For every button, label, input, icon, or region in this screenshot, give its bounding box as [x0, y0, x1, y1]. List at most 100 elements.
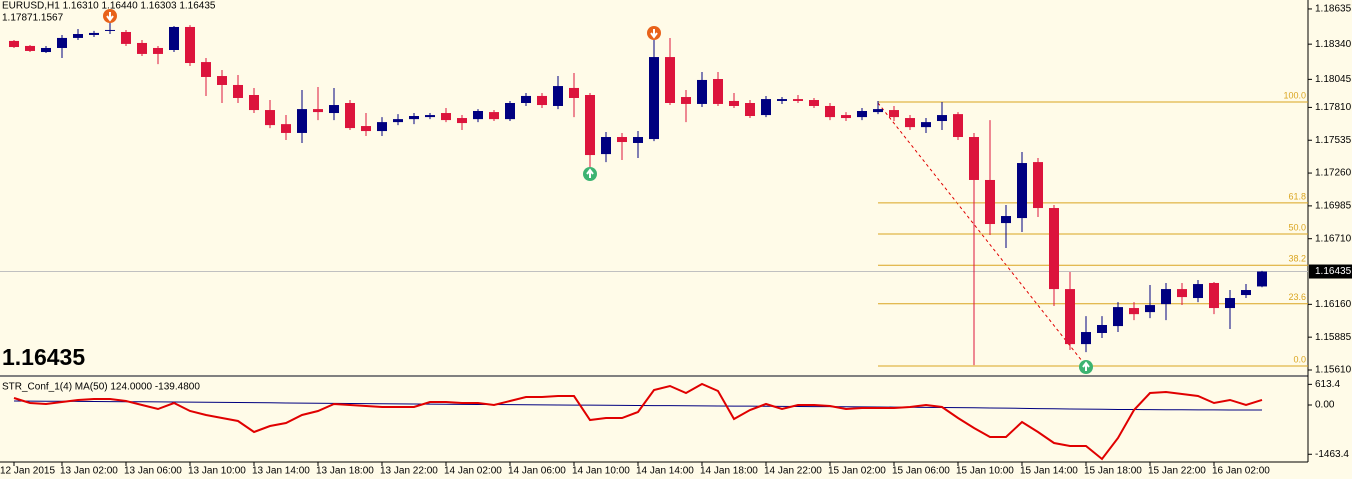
x-tick-label: 12 Jan 2015	[0, 466, 55, 477]
y-tick-label: 1.16160	[1315, 299, 1352, 310]
candle-body	[73, 34, 83, 38]
candle-body	[1033, 162, 1043, 209]
y-tick-label: 1.18045	[1315, 74, 1352, 85]
y-tick-label: 1.18635	[1315, 4, 1352, 15]
y-tick-label: 1.16985	[1315, 201, 1352, 212]
signal-arrow-up	[1079, 360, 1093, 374]
y-tick-label: 613.4	[1315, 379, 1340, 390]
candle-body	[1161, 289, 1171, 305]
chart-subtitle: 1.17871.1567	[2, 13, 64, 24]
candle-body	[281, 124, 291, 133]
candle-body	[761, 99, 771, 116]
candle-body	[137, 42, 147, 54]
current-price-label: 1.16435	[1315, 266, 1352, 277]
candle-body	[1177, 289, 1187, 298]
x-tick-label: 16 Jan 02:00	[1212, 466, 1270, 477]
candle-body	[1097, 324, 1107, 333]
y-tick-label: 1.17535	[1315, 135, 1352, 146]
candle-body	[1225, 298, 1235, 309]
candle-body	[1001, 216, 1011, 224]
x-tick-label: 14 Jan 10:00	[572, 466, 630, 477]
candle-body	[985, 179, 995, 225]
candle-body	[553, 86, 563, 106]
y-tick-label: 1.15885	[1315, 332, 1352, 343]
fib-trend-line	[877, 102, 1087, 367]
candle-body	[889, 110, 899, 118]
signal-arrow-down	[647, 26, 661, 40]
candle-body	[617, 137, 627, 143]
candle-body	[169, 26, 179, 51]
x-tick-label: 14 Jan 14:00	[636, 466, 694, 477]
candle-body	[41, 47, 51, 53]
candle-body	[1113, 307, 1123, 327]
candle-body	[57, 37, 67, 48]
fib-label: 100.0	[1283, 90, 1306, 100]
candle-body	[905, 118, 915, 128]
x-tick-label: 15 Jan 02:00	[828, 466, 886, 477]
fib-label: 23.6	[1288, 292, 1306, 302]
x-tick-label: 14 Jan 18:00	[700, 466, 758, 477]
candle-body	[297, 109, 307, 133]
candle-body	[1049, 208, 1059, 290]
candle-body	[569, 87, 579, 98]
candle-body	[729, 100, 739, 106]
candle-body	[921, 122, 931, 128]
candle-body	[489, 112, 499, 120]
indicator-title: STR_Conf_1(4) MA(50) 124.0000 -139.4800	[2, 382, 200, 393]
x-tick-label: 15 Jan 22:00	[1148, 466, 1206, 477]
big-price: 1.16435	[2, 344, 85, 370]
fib-label: 0.0	[1293, 354, 1306, 364]
candle-body	[521, 95, 531, 103]
x-tick-label: 15 Jan 06:00	[892, 466, 950, 477]
candle-body	[233, 84, 243, 98]
fib-label: 50.0	[1288, 222, 1306, 232]
candle-body	[793, 99, 803, 101]
signal-arrow-down	[103, 9, 117, 23]
candle-body	[841, 115, 851, 119]
candle-body	[665, 57, 675, 103]
fib-label: 61.8	[1288, 191, 1306, 201]
y-tick-label: 1.17810	[1315, 102, 1352, 113]
y-tick-label: 0.00	[1315, 400, 1335, 411]
candle-body	[585, 95, 595, 156]
candle-body	[185, 26, 195, 64]
candle-body	[1129, 308, 1139, 315]
candle-body	[217, 76, 227, 85]
candle-body	[969, 137, 979, 180]
candle-body	[777, 99, 787, 101]
marks: 1.18635 1.18340 1.18045 1.17810 1.17535 1.172…	[0, 4, 1352, 477]
candle-body	[1145, 305, 1155, 313]
candle-body	[121, 31, 131, 44]
candle-body	[329, 105, 339, 114]
candle-body	[89, 32, 99, 35]
candle-body	[857, 110, 867, 118]
candle-body	[873, 109, 883, 113]
x-tick-label: 14 Jan 22:00	[764, 466, 822, 477]
candle-body	[473, 110, 483, 120]
indicator-line	[13, 382, 1263, 461]
x-tick-label: 13 Jan 14:00	[252, 466, 310, 477]
x-tick-label: 13 Jan 06:00	[124, 466, 182, 477]
candle-body	[393, 119, 403, 123]
candle-body	[249, 95, 259, 111]
candle-body	[697, 79, 707, 104]
candle-body	[649, 57, 659, 140]
candle-body	[265, 110, 275, 126]
x-tick-label: 14 Jan 02:00	[444, 466, 502, 477]
x-tick-label: 13 Jan 02:00	[60, 466, 118, 477]
candle-body	[1209, 282, 1219, 309]
y-tick-label: 1.15610	[1315, 365, 1352, 376]
y-tick-label: 1.17260	[1315, 168, 1352, 179]
candle-body	[105, 29, 115, 31]
candle-body	[1241, 290, 1251, 296]
candle-body	[313, 109, 323, 113]
x-tick-label: 13 Jan 22:00	[380, 466, 438, 477]
candle-body	[633, 137, 643, 143]
candle-body	[745, 102, 755, 117]
candle-body	[601, 137, 611, 155]
candle-body	[1081, 332, 1091, 345]
x-tick-label: 14 Jan 06:00	[508, 466, 566, 477]
candle-body	[409, 116, 419, 120]
